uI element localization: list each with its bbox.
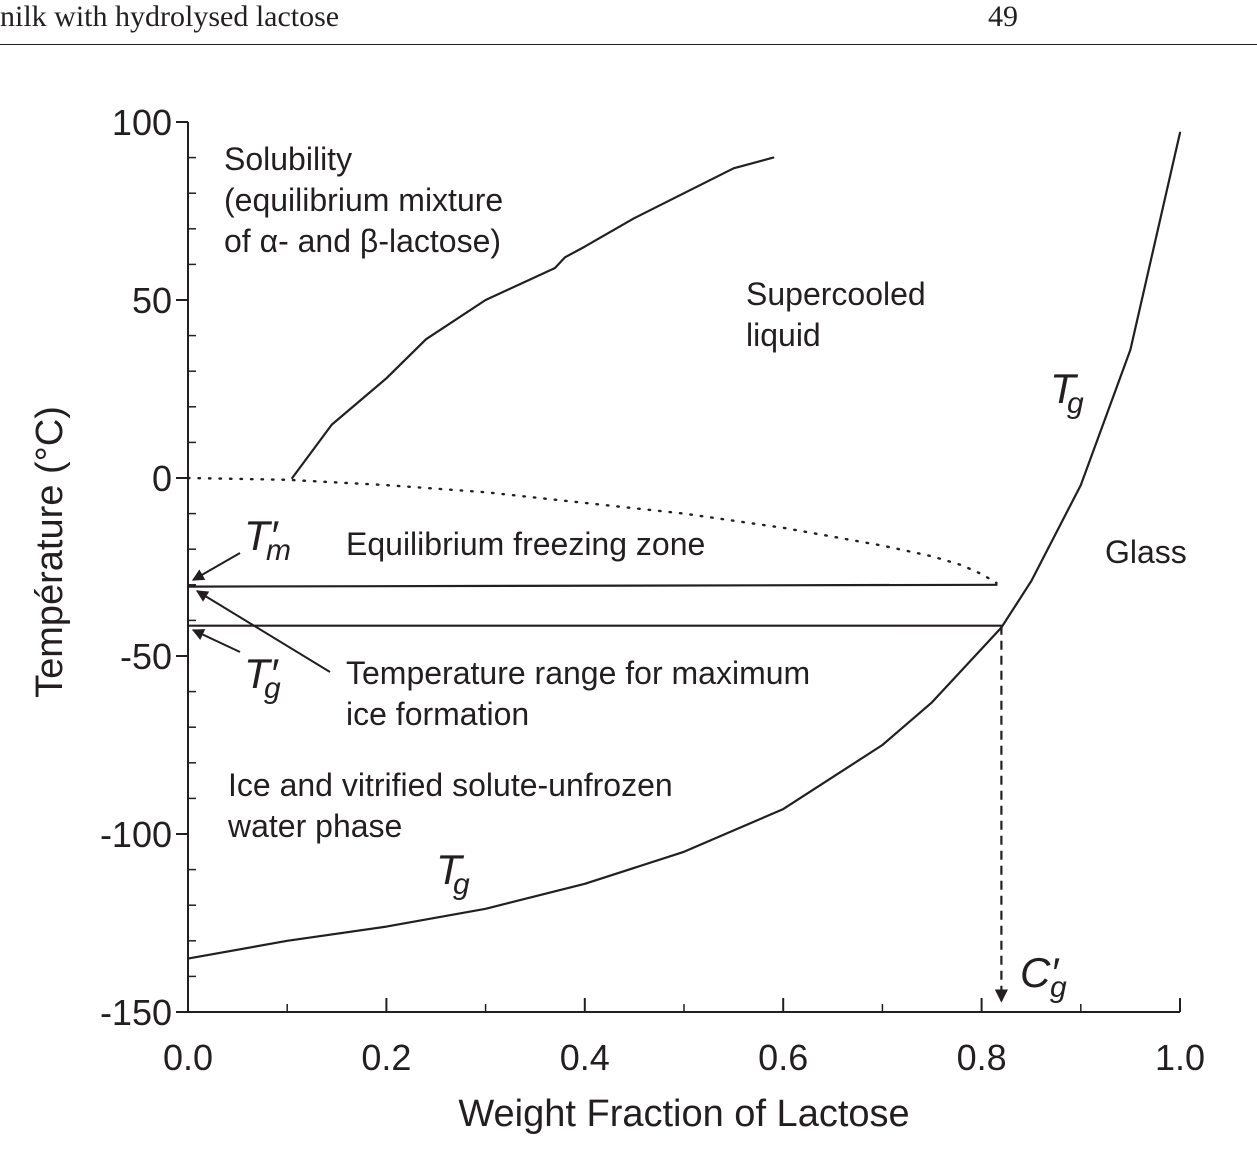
glass-label: Glass	[1105, 534, 1187, 570]
tm-prime-main: T′	[244, 512, 280, 559]
series-freezing-curve	[186, 476, 998, 585]
tg-lower-main: T	[436, 846, 465, 893]
temperature-range-label-line-2: ice formation	[346, 696, 529, 732]
axis-ticks	[176, 121, 1181, 1013]
supercooled-label: Supercooled liquid	[746, 276, 926, 353]
tg-lower-sub: g	[453, 868, 470, 901]
tg-prime-arrow	[191, 629, 241, 653]
x-tick-label: 0.0	[163, 1037, 213, 1078]
tm-prime-sub: m	[266, 534, 291, 567]
y-tick-label: 50	[132, 280, 172, 321]
ice-phase-label-line-2: water phase	[227, 808, 402, 844]
tm-prime-arrow	[191, 552, 241, 581]
tg-prime-symbol: T′ g	[244, 650, 281, 705]
y-axis-title: Température (°C)	[29, 406, 71, 698]
y-tick-label: -100	[100, 814, 172, 855]
x-tick-label: 1.0	[1155, 1037, 1205, 1078]
series-tm-prime-line	[186, 583, 998, 588]
ice-phase-label: Ice and vitrified solute-unfrozen water …	[227, 767, 673, 844]
y-tick-label: 100	[112, 102, 172, 143]
series-layer	[186, 131, 1182, 1003]
supercooled-label-line-1: Supercooled	[746, 276, 926, 312]
x-tick-label: 0.2	[361, 1037, 411, 1078]
tg-upper-sub: g	[1067, 387, 1084, 420]
x-tick-label: 0.6	[758, 1037, 808, 1078]
tg-symbol-lower: T g	[436, 846, 470, 901]
page-header: nilk with hydrolysed lactose 49	[0, 0, 1257, 45]
x-tick-label: 0.8	[957, 1037, 1007, 1078]
x-tick-label: 0.4	[560, 1037, 610, 1078]
freezing-zone-label: Equilibrium freezing zone	[346, 526, 705, 562]
tg-prime-sub: g	[264, 672, 281, 705]
solubility-label-line-3: of α- and β-lactose)	[224, 223, 501, 259]
y-tick-label: -150	[100, 992, 172, 1033]
temperature-range-label: Temperature range for maximum ice format…	[346, 655, 810, 732]
tg-upper-main: T	[1050, 365, 1079, 412]
temperature-range-label-line-1: Temperature range for maximum	[346, 655, 810, 691]
temperature-range-arrow	[195, 590, 331, 673]
solubility-label-line-2: (equilibrium mixture	[224, 182, 503, 218]
solubility-label-line-1: Solubility	[224, 141, 352, 177]
cg-prime-symbol: C′ g	[1020, 949, 1067, 1004]
running-title: nilk with hydrolysed lactose	[0, 0, 340, 33]
x-axis-title: Weight Fraction of Lactose	[458, 1093, 909, 1135]
solubility-label: Solubility (equilibrium mixture of α- an…	[224, 141, 503, 259]
cg-prime-main: C′	[1020, 949, 1060, 996]
tg-prime-main: T′	[244, 650, 280, 697]
series-solubility	[291, 156, 775, 480]
series-tg-curve	[186, 131, 1182, 960]
tg-symbol-upper: T g	[1050, 365, 1084, 420]
supercooled-label-line-2: liquid	[746, 317, 821, 353]
ice-phase-label-line-1: Ice and vitrified solute-unfrozen	[228, 767, 673, 803]
y-tick-label: 0	[152, 458, 172, 499]
y-tick-label: -50	[120, 636, 172, 677]
tm-prime-symbol: T′ m	[244, 512, 291, 567]
cg-prime-sub: g	[1050, 971, 1067, 1004]
page-number: 49	[988, 0, 1018, 33]
